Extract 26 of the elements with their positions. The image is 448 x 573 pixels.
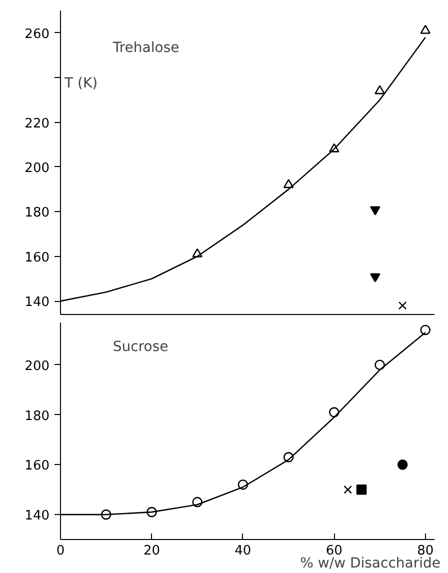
x-axis-title: % w/w Disaccharide: [300, 556, 441, 572]
x-tick-label: 60: [326, 544, 342, 558]
y-tick-label: 180: [24, 206, 50, 221]
point: [356, 484, 367, 495]
point: [398, 301, 407, 310]
point: [420, 24, 431, 34]
text: Sucrose: [112, 339, 168, 356]
point: [397, 460, 408, 470]
text: Trehalose: [112, 40, 180, 56]
y-tick-label: 140: [24, 295, 50, 310]
y-tick-label: 260: [24, 26, 50, 42]
point: [420, 324, 431, 336]
point: [283, 179, 294, 188]
y-tick-label: 200: [24, 160, 50, 176]
y-tick-label: 160: [24, 458, 50, 474]
point: [344, 485, 352, 494]
x-tick-label: 40: [234, 544, 252, 558]
y-tick-label: 200: [24, 358, 50, 374]
x-tick-label: 0: [56, 544, 65, 558]
y-tick-label: 180: [24, 408, 50, 424]
y-tick-label: 160: [24, 250, 50, 266]
y-tick-label: 140: [24, 508, 50, 524]
y-axis-title: T (K): [64, 76, 98, 92]
point: [374, 85, 385, 94]
y-tick-label: 220: [24, 116, 50, 132]
x-tick-label: 20: [143, 544, 160, 558]
